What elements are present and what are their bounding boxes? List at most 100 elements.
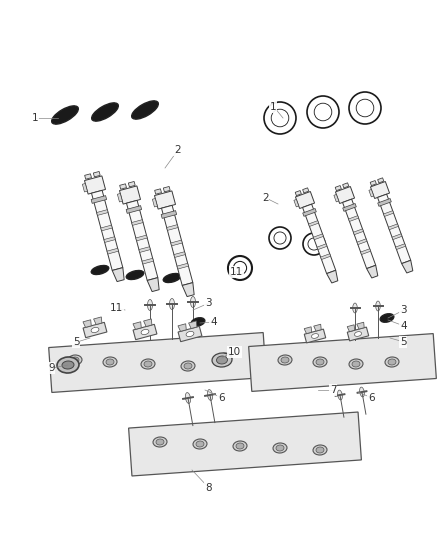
Text: 3: 3 — [400, 305, 406, 315]
Ellipse shape — [281, 357, 289, 363]
Ellipse shape — [71, 357, 79, 363]
Polygon shape — [127, 200, 158, 280]
Ellipse shape — [380, 314, 394, 322]
Polygon shape — [147, 278, 159, 292]
Ellipse shape — [360, 387, 364, 397]
Ellipse shape — [132, 101, 158, 119]
Text: 6: 6 — [368, 393, 374, 403]
Ellipse shape — [92, 103, 118, 121]
Text: 11: 11 — [110, 303, 123, 313]
Polygon shape — [174, 252, 185, 257]
Ellipse shape — [186, 332, 194, 337]
Polygon shape — [155, 189, 162, 194]
Ellipse shape — [141, 359, 155, 369]
Polygon shape — [167, 224, 178, 230]
Polygon shape — [163, 187, 170, 192]
Polygon shape — [126, 206, 141, 213]
Polygon shape — [139, 247, 150, 253]
Ellipse shape — [103, 357, 117, 367]
Ellipse shape — [349, 359, 363, 369]
Ellipse shape — [216, 356, 227, 364]
Ellipse shape — [141, 329, 149, 335]
Polygon shape — [49, 333, 266, 392]
Polygon shape — [357, 239, 367, 245]
Polygon shape — [155, 191, 176, 209]
Ellipse shape — [156, 439, 164, 445]
Ellipse shape — [273, 443, 287, 453]
Polygon shape — [249, 334, 436, 391]
Ellipse shape — [278, 355, 292, 365]
Polygon shape — [389, 224, 399, 230]
Ellipse shape — [212, 353, 232, 367]
Text: 5: 5 — [73, 337, 80, 347]
Polygon shape — [303, 208, 316, 216]
Polygon shape — [303, 188, 309, 193]
Polygon shape — [295, 190, 301, 196]
Polygon shape — [347, 325, 355, 332]
Ellipse shape — [353, 303, 357, 313]
Polygon shape — [104, 237, 115, 243]
Ellipse shape — [191, 318, 205, 326]
Ellipse shape — [91, 327, 99, 333]
Polygon shape — [177, 263, 188, 269]
Ellipse shape — [68, 355, 82, 365]
Text: 1: 1 — [32, 113, 39, 123]
Text: 4: 4 — [210, 317, 217, 327]
Polygon shape — [304, 329, 326, 343]
Polygon shape — [82, 183, 87, 192]
Ellipse shape — [354, 332, 361, 336]
Polygon shape — [334, 195, 339, 202]
Ellipse shape — [181, 361, 195, 371]
Ellipse shape — [385, 357, 399, 367]
Polygon shape — [360, 249, 371, 255]
Ellipse shape — [271, 109, 289, 127]
Polygon shape — [314, 234, 323, 240]
Polygon shape — [378, 178, 384, 183]
Polygon shape — [294, 199, 299, 207]
Polygon shape — [83, 322, 107, 338]
Polygon shape — [349, 216, 359, 222]
Polygon shape — [171, 240, 182, 246]
Ellipse shape — [218, 353, 232, 363]
Polygon shape — [303, 204, 336, 273]
Polygon shape — [92, 190, 123, 270]
Ellipse shape — [62, 361, 74, 369]
Ellipse shape — [233, 261, 247, 274]
Polygon shape — [396, 244, 406, 249]
Polygon shape — [367, 265, 378, 278]
Ellipse shape — [106, 359, 114, 365]
Polygon shape — [343, 199, 376, 269]
Ellipse shape — [193, 439, 207, 449]
Ellipse shape — [185, 393, 191, 403]
Ellipse shape — [316, 359, 324, 365]
Polygon shape — [83, 320, 91, 327]
Polygon shape — [91, 196, 106, 204]
Polygon shape — [343, 183, 349, 188]
Ellipse shape — [170, 298, 174, 310]
Text: 2: 2 — [174, 145, 180, 155]
Polygon shape — [309, 221, 318, 227]
Polygon shape — [347, 327, 369, 341]
Ellipse shape — [236, 443, 244, 449]
Polygon shape — [152, 198, 157, 207]
Polygon shape — [162, 205, 193, 286]
Polygon shape — [178, 326, 202, 342]
Text: 1: 1 — [270, 102, 277, 112]
Polygon shape — [97, 209, 108, 215]
Text: 3: 3 — [205, 298, 212, 308]
Polygon shape — [296, 191, 314, 208]
Polygon shape — [132, 220, 143, 225]
Polygon shape — [178, 324, 186, 332]
Polygon shape — [93, 172, 100, 177]
Ellipse shape — [388, 359, 396, 365]
Text: 10: 10 — [228, 347, 241, 357]
Ellipse shape — [356, 99, 374, 117]
Polygon shape — [317, 244, 327, 249]
Text: 2: 2 — [262, 193, 268, 203]
Polygon shape — [120, 184, 127, 189]
Ellipse shape — [221, 355, 229, 361]
Ellipse shape — [313, 445, 327, 455]
Polygon shape — [369, 189, 374, 197]
Ellipse shape — [184, 363, 192, 369]
Polygon shape — [161, 211, 177, 219]
